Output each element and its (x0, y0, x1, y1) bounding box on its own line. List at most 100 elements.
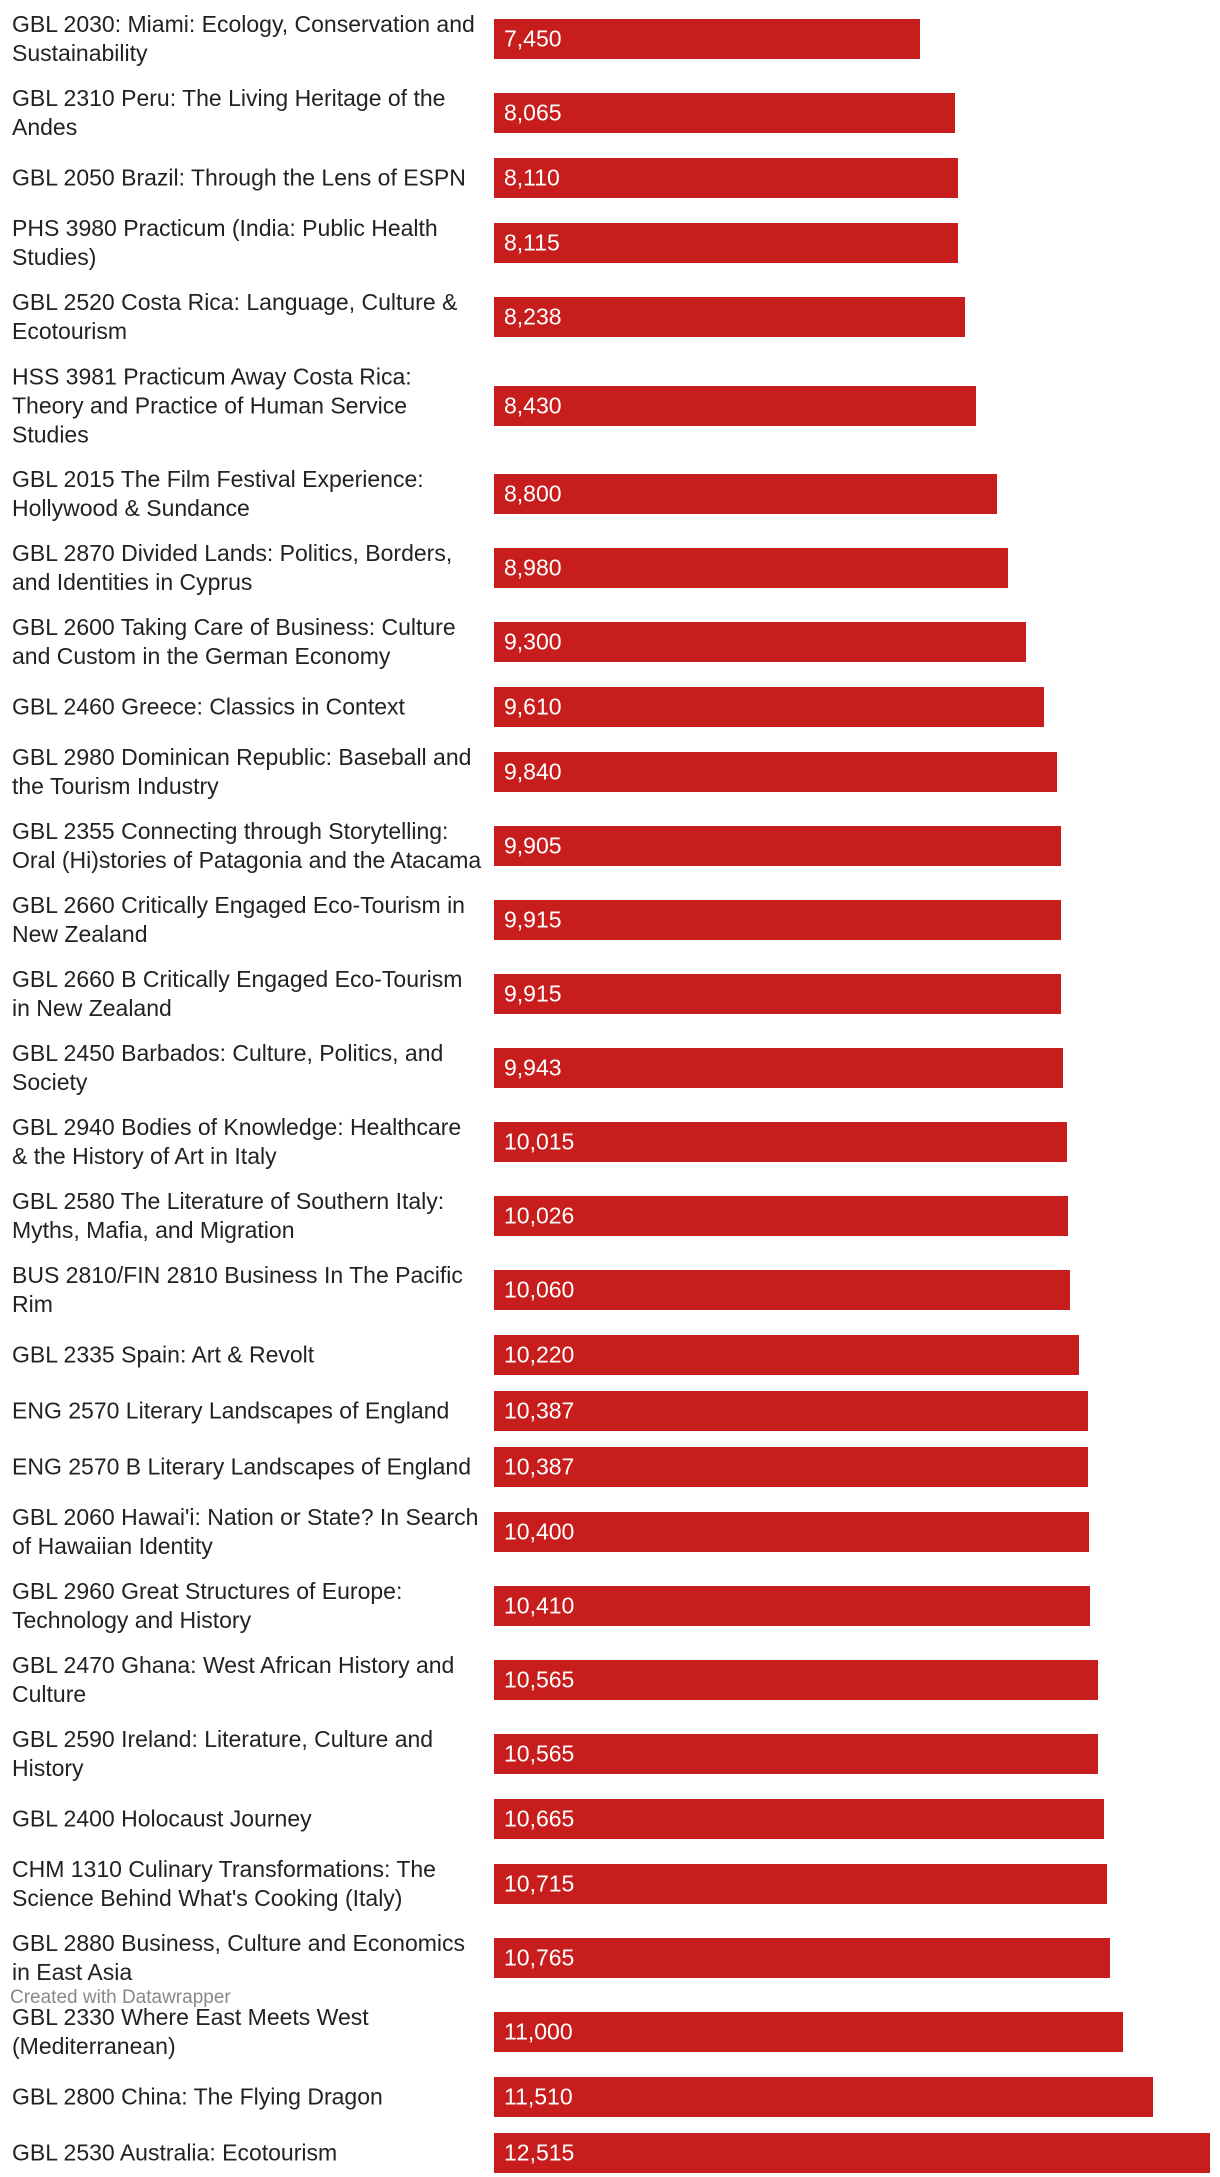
bar[interactable]: 10,400 (494, 1512, 1089, 1552)
value-label: 12,515 (504, 2139, 575, 2166)
bar-row: GBL 2530 Australia: Ecotourism 12,515 (0, 2129, 1220, 2177)
bar-row: CHM 1310 Culinary Transformations: The S… (0, 1851, 1220, 1917)
category-label: ENG 2570 B Literary Landscapes of Englan… (12, 1453, 472, 1480)
category-label: GBL 2530 Australia: Ecotourism (12, 2139, 338, 2166)
bar[interactable]: 11,510 (494, 2077, 1153, 2117)
bar-row: PHS 3980 Practicum (India: Public Health… (0, 210, 1220, 276)
bar[interactable]: 9,943 (494, 1048, 1063, 1088)
value-label: 9,915 (504, 906, 562, 933)
bar-row: GBL 2590 Ireland: Literature, Culture an… (0, 1721, 1220, 1787)
bar[interactable]: 10,015 (494, 1122, 1067, 1162)
category-label: ENG 2570 Literary Landscapes of England (12, 1397, 450, 1424)
bar[interactable]: 7,450 (494, 19, 921, 59)
bar-row: GBL 2050 Brazil: Through the Lens of ESP… (0, 154, 1220, 202)
bar-row: GBL 2335 Spain: Art & Revolt 10,220 (0, 1331, 1220, 1379)
bar[interactable]: 10,220 (494, 1335, 1079, 1375)
footer-credit[interactable]: Created with Datawrapper (10, 1987, 231, 2008)
bar[interactable]: 10,026 (494, 1196, 1068, 1236)
bar[interactable]: 8,980 (494, 548, 1008, 588)
value-label: 10,400 (504, 1518, 575, 1545)
category-label: GBL 2870 Divided Lands: Politics, Border… (12, 540, 453, 595)
value-label: 10,387 (504, 1453, 575, 1480)
value-label: 11,000 (504, 2018, 573, 2045)
value-label: 10,565 (504, 1740, 575, 1767)
bar[interactable]: 10,387 (494, 1391, 1089, 1431)
value-label: 8,115 (504, 229, 560, 256)
category-label: GBL 2940 Bodies of Knowledge: Healthcare… (12, 1114, 462, 1169)
category-label: GBL 2460 Greece: Classics in Context (12, 693, 405, 720)
bar[interactable]: 9,610 (494, 687, 1044, 727)
category-label: GBL 2310 Peru: The Living Heritage of th… (12, 85, 446, 140)
value-label: 10,665 (504, 1805, 575, 1832)
category-label: GBL 2050 Brazil: Through the Lens of ESP… (12, 164, 466, 191)
bar[interactable]: 9,840 (494, 752, 1057, 792)
category-label: HSS 3981 Practicum Away Costa Rica: Theo… (12, 363, 412, 447)
bar-row: GBL 2980 Dominican Republic: Baseball an… (0, 739, 1220, 805)
bar[interactable]: 9,300 (494, 622, 1027, 662)
bar[interactable]: 8,115 (494, 223, 959, 263)
category-label: GBL 2580 The Literature of Southern Ital… (12, 1188, 445, 1243)
bar[interactable]: 11,000 (494, 2012, 1124, 2052)
bar-row: GBL 2660 Critically Engaged Eco-Tourism … (0, 887, 1220, 953)
category-label: GBL 2030: Miami: Ecology, Conservation a… (12, 11, 475, 66)
bar[interactable]: 8,800 (494, 474, 998, 514)
bar[interactable]: 8,238 (494, 297, 966, 337)
category-label: GBL 2800 China: The Flying Dragon (12, 2083, 383, 2110)
category-label: GBL 2355 Connecting through Storytelling… (12, 818, 482, 873)
category-label: GBL 2330 Where East Meets West (Mediterr… (12, 2004, 369, 2059)
bar-row: GBL 2880 Business, Culture and Economics… (0, 1925, 1220, 1991)
value-label: 10,015 (504, 1128, 575, 1155)
bar-row: GBL 2470 Ghana: West African History and… (0, 1647, 1220, 1713)
category-label: GBL 2060 Hawai'i: Nation or State? In Se… (12, 1504, 479, 1559)
value-label: 8,430 (504, 392, 562, 418)
value-label: 8,800 (504, 480, 562, 507)
bar-row: GBL 2870 Divided Lands: Politics, Border… (0, 535, 1220, 601)
bar-row: GBL 2940 Bodies of Knowledge: Healthcare… (0, 1109, 1220, 1175)
bar-chart: GBL 2030: Miami: Ecology, Conservation a… (0, 6, 1220, 2173)
value-label: 8,065 (504, 99, 562, 126)
bar[interactable]: 9,915 (494, 974, 1062, 1014)
value-label: 10,060 (504, 1276, 575, 1303)
bar[interactable]: 8,110 (494, 158, 958, 198)
category-label: GBL 2470 Ghana: West African History and… (12, 1652, 455, 1707)
bar-row: GBL 2460 Greece: Classics in Context 9,61… (0, 683, 1220, 731)
category-label: GBL 2450 Barbados: Culture, Politics, an… (12, 1040, 444, 1095)
value-label: 10,026 (504, 1202, 575, 1229)
bar[interactable]: 10,565 (494, 1660, 1099, 1700)
category-label: GBL 2335 Spain: Art & Revolt (12, 1341, 315, 1368)
bar-row: ENG 2570 B Literary Landscapes of Englan… (0, 1443, 1220, 1491)
bar[interactable]: 9,905 (494, 826, 1061, 866)
bar[interactable]: 8,065 (494, 93, 956, 133)
bar-row: GBL 2450 Barbados: Culture, Politics, an… (0, 1035, 1220, 1101)
bar-row: GBL 2015 The Film Festival Experience: H… (0, 461, 1220, 527)
bar-row: GBL 2030: Miami: Ecology, Conservation a… (0, 6, 1220, 72)
bar[interactable]: 10,765 (494, 1938, 1110, 1978)
value-label: 10,765 (504, 1944, 575, 1971)
bar-row: HSS 3981 Practicum Away Costa Rica: Theo… (0, 358, 1220, 453)
value-label: 7,450 (504, 25, 562, 52)
category-label: GBL 2660 B Critically Engaged Eco-Touris… (12, 966, 463, 1021)
bar[interactable]: 10,665 (494, 1799, 1105, 1839)
bar-row: GBL 2960 Great Structures of Europe: Tec… (0, 1573, 1220, 1639)
category-label: GBL 2600 Taking Care of Business: Cultur… (12, 614, 456, 669)
bar[interactable]: 10,060 (494, 1270, 1070, 1310)
value-label: 9,915 (504, 980, 562, 1007)
bar[interactable]: 12,515 (494, 2133, 1210, 2173)
bar[interactable]: 8,430 (494, 385, 977, 426)
bar[interactable]: 10,387 (494, 1447, 1089, 1487)
value-label: 11,510 (504, 2083, 573, 2110)
bar-row: GBL 2310 Peru: The Living Heritage of th… (0, 80, 1220, 146)
value-label: 10,220 (504, 1341, 575, 1368)
value-label: 10,410 (504, 1592, 575, 1619)
bar[interactable]: 10,565 (494, 1734, 1099, 1774)
value-label: 9,840 (504, 758, 562, 785)
bar-row: GBL 2060 Hawai'i: Nation or State? In Se… (0, 1499, 1220, 1565)
bar[interactable]: 10,715 (494, 1864, 1108, 1904)
bar-row: GBL 2800 China: The Flying Dragon 11,510 (0, 2073, 1220, 2121)
value-label: 10,387 (504, 1397, 575, 1424)
value-label: 9,300 (504, 628, 562, 655)
value-label: 10,715 (504, 1870, 575, 1897)
bar[interactable]: 10,410 (494, 1586, 1090, 1626)
category-label: PHS 3980 Practicum (India: Public Health… (12, 215, 438, 270)
bar[interactable]: 9,915 (494, 900, 1062, 940)
